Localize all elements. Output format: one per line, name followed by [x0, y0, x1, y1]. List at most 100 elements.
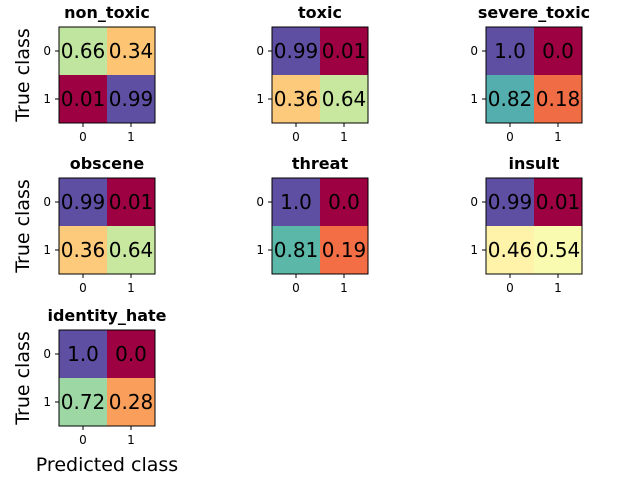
y-tick-label: 1: [256, 243, 264, 257]
cell-value-label: 0.99: [61, 190, 106, 214]
heatmap-cell: [486, 75, 534, 123]
cell-value-label: 0.18: [536, 87, 581, 111]
heatmap-cell: [59, 27, 107, 75]
heatmap-cell: [320, 226, 368, 274]
y-tick-label: 0: [43, 347, 51, 361]
heatmap-cell: [486, 178, 534, 226]
x-tick-label: 1: [127, 433, 135, 447]
y-tick-label: 1: [256, 92, 264, 106]
heatmap-cell: [272, 75, 320, 123]
heatmap-cell: [320, 75, 368, 123]
cell-value-label: 0.0: [542, 39, 574, 63]
cell-value-label: 1.0: [280, 190, 312, 214]
cell-value-label: 0.46: [488, 238, 533, 262]
heatmap-cell: [486, 226, 534, 274]
panel-title: severe_toxic: [478, 3, 590, 22]
x-tick-label: 0: [79, 130, 87, 144]
heatmap-cell: [534, 178, 582, 226]
x-tick-label: 0: [506, 281, 514, 295]
y-axis-label: True class: [12, 179, 34, 274]
cell-value-label: 1.0: [67, 342, 99, 366]
cell-value-label: 0.01: [61, 87, 106, 111]
cell-value-label: 0.66: [61, 39, 106, 63]
cell-value-label: 0.28: [109, 390, 154, 414]
cell-value-label: 0.34: [109, 39, 154, 63]
cell-value-label: 0.36: [274, 87, 319, 111]
y-tick-label: 1: [43, 92, 51, 106]
heatmap-cell: [59, 226, 107, 274]
heatmap-cell: [534, 75, 582, 123]
heatmap-cell: [107, 178, 155, 226]
panel-title: identity_hate: [47, 306, 166, 325]
y-tick-label: 0: [43, 44, 51, 58]
x-tick-label: 1: [127, 281, 135, 295]
y-tick-label: 0: [43, 195, 51, 209]
y-tick-label: 1: [43, 243, 51, 257]
panel-frame: [485, 177, 583, 275]
x-tick-label: 1: [340, 281, 348, 295]
y-tick-label: 0: [470, 44, 478, 58]
y-tick-label: 0: [256, 44, 264, 58]
cell-value-label: 0.0: [115, 342, 147, 366]
panel-frame: [485, 26, 583, 124]
heatmap-cell: [107, 330, 155, 378]
heatmap-cell: [272, 178, 320, 226]
cell-value-label: 0.01: [322, 39, 367, 63]
x-tick-label: 1: [554, 281, 562, 295]
panel-title: insult: [509, 154, 560, 173]
cell-value-label: 0.99: [109, 87, 154, 111]
panel-frame: [58, 329, 156, 427]
cell-value-label: 1.0: [494, 39, 526, 63]
x-tick-label: 1: [127, 130, 135, 144]
panel-title: threat: [292, 154, 349, 173]
x-tick-label: 0: [79, 281, 87, 295]
cell-value-label: 0.54: [536, 238, 581, 262]
heatmap-cell: [486, 27, 534, 75]
cell-value-label: 0.72: [61, 390, 106, 414]
x-tick-label: 0: [292, 130, 300, 144]
panel-title: non_toxic: [64, 3, 150, 22]
panel-title: obscene: [70, 154, 145, 173]
panel-frame: [58, 26, 156, 124]
heatmap-cell: [272, 226, 320, 274]
x-tick-label: 0: [506, 130, 514, 144]
heatmap-cell: [272, 27, 320, 75]
y-axis-label: True class: [12, 28, 34, 123]
cell-value-label: 0.99: [488, 190, 533, 214]
panel-frame: [58, 177, 156, 275]
x-tick-label: 0: [292, 281, 300, 295]
heatmap-cell: [59, 75, 107, 123]
y-tick-label: 0: [470, 195, 478, 209]
heatmap-cell: [534, 226, 582, 274]
cell-value-label: 0.36: [61, 238, 106, 262]
cell-value-label: 0.82: [488, 87, 533, 111]
cell-value-label: 0.0: [328, 190, 360, 214]
cell-value-label: 0.01: [109, 190, 154, 214]
y-tick-label: 1: [43, 395, 51, 409]
x-tick-label: 1: [554, 130, 562, 144]
cell-value-label: 0.64: [109, 238, 154, 262]
heatmap-cell: [59, 378, 107, 426]
cell-value-label: 0.99: [274, 39, 319, 63]
panel-title: toxic: [298, 3, 342, 22]
y-tick-label: 1: [470, 243, 478, 257]
y-tick-label: 1: [470, 92, 478, 106]
cell-value-label: 0.01: [536, 190, 581, 214]
x-axis-label: Predicted class: [36, 454, 178, 476]
cell-value-label: 0.81: [274, 238, 319, 262]
heatmap-cell: [534, 27, 582, 75]
cell-value-label: 0.19: [322, 238, 367, 262]
heatmap-cell: [320, 178, 368, 226]
heatmap-cell: [107, 378, 155, 426]
heatmap-cell: [107, 27, 155, 75]
y-axis-label: True class: [12, 331, 34, 426]
x-tick-label: 1: [340, 130, 348, 144]
heatmap-cell: [107, 75, 155, 123]
heatmap-cell: [320, 27, 368, 75]
y-tick-label: 0: [256, 195, 264, 209]
panel-frame: [271, 26, 369, 124]
heatmap-cell: [59, 178, 107, 226]
cell-value-label: 0.64: [322, 87, 367, 111]
heatmap-cell: [59, 330, 107, 378]
